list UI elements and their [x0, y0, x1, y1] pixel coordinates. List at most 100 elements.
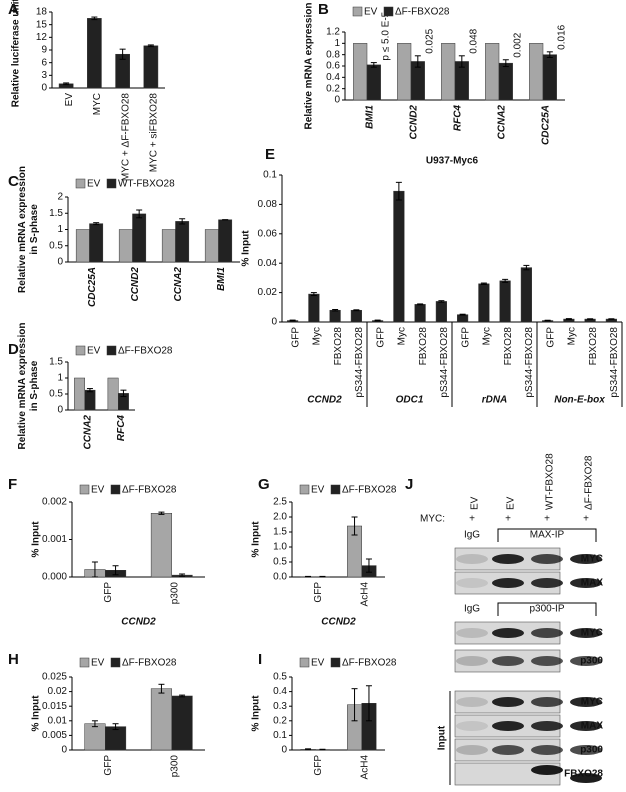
- x-tick-label: CCND2: [130, 267, 141, 302]
- myc-sign: +: [505, 514, 511, 525]
- y-tick-label: 0: [271, 317, 277, 328]
- legend-swatch: [107, 346, 116, 355]
- blot-band: [456, 745, 488, 755]
- bar: [151, 513, 172, 577]
- bar: [543, 55, 557, 100]
- legend-label: ΔF-FBXO28: [122, 658, 177, 669]
- bar: [415, 304, 426, 322]
- bar: [85, 390, 95, 410]
- lane-label: WT-FBXO28: [545, 453, 556, 510]
- x-tick-label: MYC + siFBXO28: [149, 93, 160, 173]
- blot-label: MYC: [581, 554, 603, 565]
- panel-letter: I: [258, 651, 262, 668]
- legend-label: ΔF-FBXO28: [342, 658, 397, 669]
- y-axis-label: % Input: [31, 521, 42, 558]
- x-tick-label: pS344-FBXO28: [609, 327, 620, 398]
- myc-sign: +: [469, 514, 475, 525]
- blot-label: MYC: [581, 697, 603, 708]
- legend-swatch: [76, 179, 85, 188]
- y-tick-label: 1: [334, 38, 340, 49]
- y-tick-label: 1.5: [49, 357, 63, 368]
- bar: [397, 43, 411, 100]
- y-tick-label: 0.001: [42, 534, 67, 545]
- p-value-annotation: p ≤ 5.0 E-5: [380, 11, 391, 60]
- lane-label: ΔF-FBXO28: [584, 455, 595, 510]
- blot-band: [456, 721, 488, 731]
- legend-label: EV: [364, 7, 378, 18]
- x-tick-label: FBXO28: [503, 327, 514, 366]
- y-tick-label: 0.2: [326, 83, 340, 94]
- bar: [133, 214, 146, 262]
- legend-swatch: [300, 485, 309, 494]
- y-tick-label: 0: [334, 95, 340, 106]
- x-tick-label: Myc: [482, 327, 493, 345]
- ip-label: MAX-IP: [530, 530, 565, 541]
- x-axis-label: CCND2: [121, 617, 156, 628]
- x-tick-label: GFP: [290, 327, 301, 348]
- y-tick-label: 18: [36, 7, 48, 18]
- x-tick-label: GFP: [313, 582, 324, 603]
- group-label: ODC1: [396, 395, 424, 406]
- legend-swatch: [300, 658, 309, 667]
- y-tick-label: 2: [57, 192, 63, 203]
- p-value-annotation: 0.016: [556, 24, 567, 49]
- blot-label: MAX: [581, 578, 604, 589]
- bar: [367, 65, 381, 100]
- x-tick-label: FBXO28: [418, 327, 429, 366]
- y-tick-label: 0.4: [326, 72, 340, 83]
- group-label: rDNA: [482, 395, 508, 406]
- y-tick-label: 0.005: [42, 730, 67, 741]
- blot-band: [456, 628, 488, 638]
- p-value-annotation: 0.002: [512, 32, 523, 57]
- ip-label: p300-IP: [529, 604, 564, 615]
- x-tick-label: CCNA2: [497, 105, 508, 140]
- blot-band: [531, 628, 563, 638]
- blot-label: MYC: [581, 628, 603, 639]
- x-tick-label: pS344-FBXO28: [354, 327, 365, 398]
- ip-control-label: IgG: [464, 530, 480, 541]
- y-tick-label: 0: [41, 83, 47, 94]
- x-tick-label: GFP: [103, 582, 114, 603]
- y-tick-label: 0.5: [273, 672, 287, 683]
- legend-label: EV: [91, 485, 105, 496]
- x-tick-label: GFP: [375, 327, 386, 348]
- y-axis-label: % Input: [251, 521, 262, 558]
- y-tick-label: 0.2: [273, 715, 287, 726]
- y-tick-label: 15: [36, 19, 48, 30]
- x-tick-label: GFP: [545, 327, 556, 348]
- legend-swatch: [111, 658, 120, 667]
- bar: [521, 268, 532, 322]
- y-tick-label: 1.0: [273, 542, 287, 553]
- bar: [172, 696, 193, 750]
- legend-swatch: [384, 7, 393, 16]
- x-tick-label: GFP: [460, 327, 471, 348]
- y-tick-label: 1: [57, 224, 63, 235]
- blot-band: [531, 745, 563, 755]
- blot-band: [492, 628, 524, 638]
- y-tick-label: 1.2: [326, 27, 340, 38]
- y-tick-label: 2.0: [273, 512, 287, 523]
- bar: [176, 221, 189, 262]
- x-tick-label: pS344-FBXO28: [439, 327, 450, 398]
- bar: [205, 230, 218, 263]
- blot-label: p300: [580, 745, 603, 756]
- p-value-annotation: 0.025: [424, 28, 435, 53]
- legend-swatch: [353, 7, 362, 16]
- y-tick-label: 0.5: [49, 389, 63, 400]
- bar: [441, 43, 455, 100]
- x-tick-label: RFC4: [116, 415, 127, 442]
- legend-swatch: [107, 179, 116, 188]
- x-tick-label: MYC + ΔF-FBXO28: [120, 93, 131, 182]
- bar: [85, 724, 106, 750]
- blot-band: [456, 697, 488, 707]
- y-tick-label: 0: [57, 405, 63, 416]
- y-axis-label: Relative mRNA expression: [304, 3, 315, 130]
- bar: [479, 284, 490, 322]
- legend-label: WT-FBXO28: [118, 179, 175, 190]
- y-tick-label: 0.015: [42, 701, 67, 712]
- y-tick-label: 0.5: [49, 240, 63, 251]
- y-tick-label: 2.5: [273, 497, 287, 508]
- myc-sign: +: [544, 514, 550, 525]
- x-axis-label: CCND2: [321, 617, 356, 628]
